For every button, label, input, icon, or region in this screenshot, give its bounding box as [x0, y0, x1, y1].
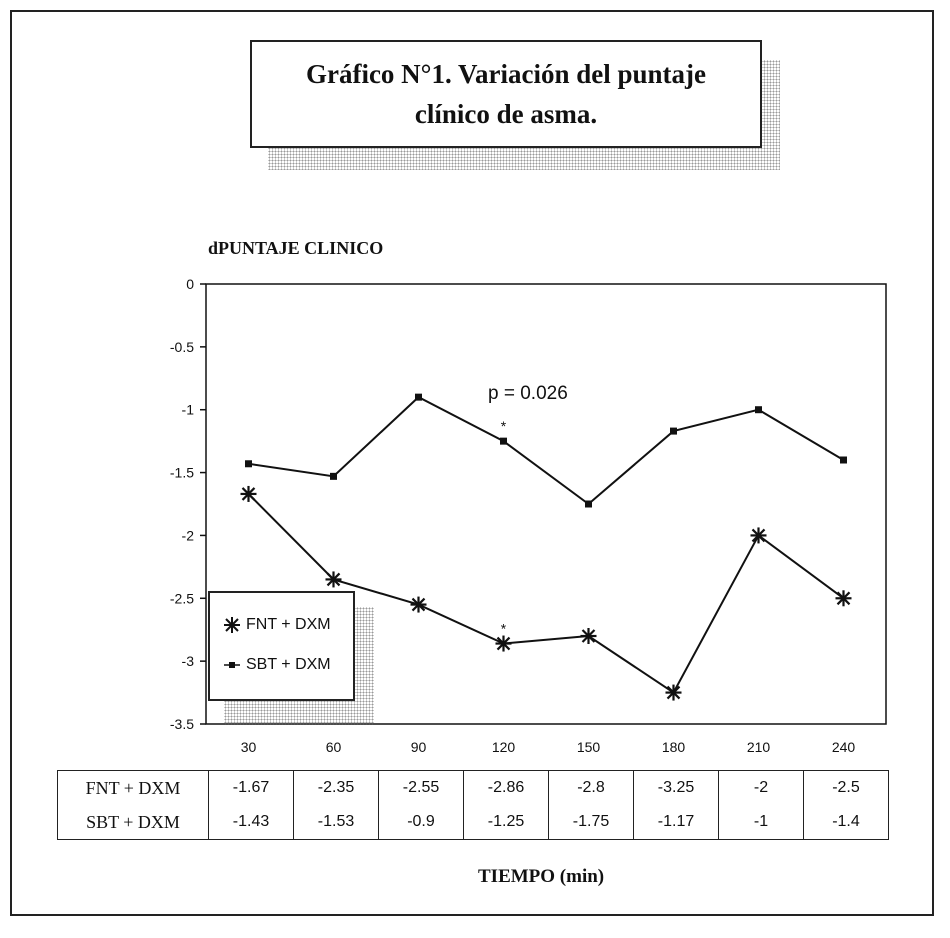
table-cell: -1.25: [463, 805, 549, 840]
x-tick-label: 30: [241, 739, 257, 755]
y-tick-label: -3: [182, 653, 195, 669]
row-label: FNT + DXM: [57, 770, 209, 805]
table-cell: -3.25: [633, 770, 719, 805]
y-tick-label: 0: [186, 276, 194, 292]
fnt-dxm-point: [495, 635, 512, 652]
y-tick-label: -2.5: [170, 590, 194, 606]
fnt-dxm-point: [240, 485, 257, 502]
legend-label-sbt: SBT + DXM: [246, 656, 331, 673]
table-cell: -1.53: [293, 805, 379, 840]
x-axis-label: TIEMPO (min): [478, 866, 605, 887]
table-cell: -2: [718, 770, 804, 805]
x-tick-label: 240: [832, 739, 856, 755]
asterisk-marker-icon: [224, 617, 240, 633]
table-cell: -1.67: [208, 770, 294, 805]
x-tick-label: 90: [411, 739, 427, 755]
y-axis-ticks: 0 -0.5 -1 -1.5 -2 -2.5 -3 -3.5: [170, 276, 206, 732]
square-marker-icon: [224, 662, 240, 668]
fnt-dxm-point: [325, 571, 342, 588]
significance-marks: **: [501, 418, 507, 636]
fnt-dxm-point: [835, 590, 852, 607]
legend: FNT + DXM SBT + DXM: [208, 591, 355, 701]
sbt-dxm-point: [585, 500, 592, 508]
sbt-dxm-line: [248, 395, 845, 506]
table-cell: -1.17: [633, 805, 719, 840]
x-tick-label: 150: [577, 739, 601, 755]
sbt-dxm-point: [500, 437, 507, 445]
series-group: [240, 393, 852, 701]
x-tick-label: 120: [492, 739, 516, 755]
x-tick-label: 210: [747, 739, 771, 755]
table-cell: -2.86: [463, 770, 549, 805]
fnt-dxm-point: [750, 527, 767, 544]
y-tick-label: -2: [182, 527, 195, 543]
legend-item-fnt: FNT + DXM: [222, 615, 331, 635]
y-axis-label: dPUNTAJE CLINICO: [208, 238, 384, 258]
fnt-dxm-point: [580, 628, 597, 644]
legend-label-fnt: FNT + DXM: [246, 616, 331, 633]
sbt-dxm-point: [755, 406, 762, 414]
sbt-dxm-point: [670, 427, 677, 435]
fnt-dxm-line: [247, 493, 845, 695]
table-row: FNT + DXM -1.67 -2.35 -2.55 -2.86 -2.8 -…: [57, 770, 889, 805]
y-tick-label: -0.5: [170, 339, 194, 355]
table-row: SBT + DXM -1.43 -1.53 -0.9 -1.25 -1.75 -…: [57, 805, 889, 840]
y-tick-label: -1.5: [170, 465, 194, 481]
x-axis-ticks: 30 60 90 120 150 180 210 240: [241, 739, 856, 755]
y-tick-label: -1: [182, 402, 195, 418]
figure-frame: [10, 10, 934, 916]
data-table: FNT + DXM -1.67 -2.35 -2.55 -2.86 -2.8 -…: [57, 770, 889, 840]
table-cell: -1.75: [548, 805, 634, 840]
sbt-dxm-point: [840, 456, 847, 464]
row-label: SBT + DXM: [57, 805, 209, 840]
sbt-dxm-point: [245, 460, 252, 468]
x-tick-label: 60: [326, 739, 342, 755]
sbt-dxm-point: [330, 472, 337, 480]
fnt-dxm-point: [665, 684, 682, 701]
table-cell: -2.35: [293, 770, 379, 805]
sbt-dxm-point: [415, 393, 422, 401]
chart-title: Gráfico N°1. Variación del puntaje clíni…: [305, 59, 707, 129]
y-tick-label: -3.5: [170, 716, 194, 732]
table-cell: -1: [718, 805, 804, 840]
table-cell: -2.5: [803, 770, 889, 805]
legend-item-sbt: SBT + DXM: [222, 655, 331, 675]
plot-frame: [205, 283, 887, 725]
title-box: Gráfico N°1. Variación del puntaje clíni…: [250, 40, 762, 148]
table-cell: -0.9: [378, 805, 464, 840]
table-cell: -2.8: [548, 770, 634, 805]
fnt-dxm-point: [410, 596, 427, 613]
table-cell: -2.55: [378, 770, 464, 805]
significance-asterisk: *: [501, 418, 507, 434]
x-tick-label: 180: [662, 739, 686, 755]
significance-asterisk: *: [501, 621, 507, 637]
p-value-annotation: p = 0.026: [488, 383, 568, 404]
table-cell: -1.4: [803, 805, 889, 840]
table-cell: -1.43: [208, 805, 294, 840]
